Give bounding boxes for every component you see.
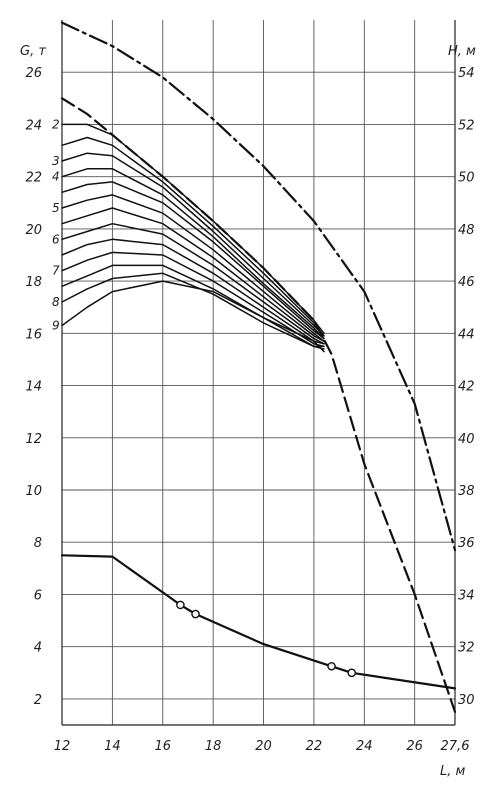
curve-label: 3 bbox=[52, 154, 60, 168]
y-tick-label-right: 36 bbox=[458, 536, 475, 551]
series-line bbox=[61, 264, 325, 348]
y-tick-label-right: 40 bbox=[458, 432, 475, 447]
y-tick-label-right: 52 bbox=[458, 118, 475, 133]
curve-label: 2 bbox=[52, 117, 60, 131]
series-line bbox=[61, 136, 325, 337]
y-tick-label-left: 18 bbox=[25, 275, 42, 290]
series-line bbox=[60, 97, 457, 714]
x-tick-label: 20 bbox=[255, 739, 272, 754]
y-tick-label-right: 34 bbox=[458, 588, 475, 603]
data-point-marker bbox=[347, 668, 357, 678]
y-tick-label-right: 44 bbox=[458, 327, 475, 342]
y-axis-label-left: G, т bbox=[20, 44, 46, 59]
y-tick-label-right: 38 bbox=[458, 484, 475, 499]
curve-label: 7 bbox=[52, 264, 60, 278]
data-point-marker bbox=[327, 661, 336, 671]
y-tick-label-left: 26 bbox=[25, 66, 42, 81]
y-tick-label-left: 20 bbox=[25, 223, 42, 238]
x-axis-label: L, м bbox=[440, 764, 466, 779]
y-tick-label-right: 48 bbox=[458, 223, 475, 238]
data-point-marker bbox=[176, 600, 185, 610]
series-line bbox=[61, 168, 325, 340]
curve-label: 8 bbox=[52, 295, 60, 309]
series-line bbox=[60, 21, 457, 552]
y-tick-label-right: 30 bbox=[458, 693, 475, 708]
y-tick-label-right: 42 bbox=[458, 380, 475, 395]
series-line bbox=[60, 554, 457, 690]
series-line bbox=[61, 194, 325, 342]
curve-label: 6 bbox=[52, 232, 60, 246]
series-line bbox=[61, 280, 325, 353]
series-line bbox=[61, 123, 325, 335]
series-line bbox=[61, 222, 325, 345]
y-axis-label-right: H, м bbox=[448, 44, 476, 59]
y-tick-label-left: 14 bbox=[25, 380, 42, 395]
series-line bbox=[61, 272, 325, 350]
y-tick-label-left: 16 bbox=[25, 327, 42, 342]
x-tick-label: 26 bbox=[406, 739, 423, 754]
x-tick-label: 16 bbox=[154, 739, 171, 754]
curve-labels: 2 3 4 5 6 7 8 9 bbox=[52, 117, 60, 332]
x-tick-label: 27,6 bbox=[441, 739, 470, 754]
x-tick-label: 24 bbox=[356, 739, 373, 754]
y-tick-label-left: 4 bbox=[34, 641, 42, 656]
curve-label: 9 bbox=[52, 319, 60, 333]
x-tick-label: 12 bbox=[54, 739, 71, 754]
y-tick-label-left: 8 bbox=[34, 536, 42, 551]
grid bbox=[61, 20, 456, 726]
x-tick-label: 22 bbox=[306, 739, 323, 754]
tick-labels: 12 14 16 18 20 22 24 26 27,624681012141618202224… bbox=[25, 66, 474, 754]
y-tick-label-right: 54 bbox=[458, 66, 475, 81]
data-point-marker bbox=[191, 609, 200, 619]
series-line bbox=[61, 207, 325, 342]
curve-label: 4 bbox=[52, 170, 60, 184]
curve-label: 5 bbox=[52, 201, 60, 215]
series-line bbox=[61, 181, 325, 340]
x-tick-label: 18 bbox=[205, 739, 222, 754]
curves bbox=[60, 21, 457, 714]
series-line bbox=[61, 152, 325, 337]
y-tick-label-right: 50 bbox=[458, 171, 475, 186]
x-tick-label: 14 bbox=[104, 739, 121, 754]
y-tick-label-right: 46 bbox=[458, 275, 475, 290]
y-tick-label-left: 24 bbox=[25, 118, 42, 133]
y-tick-label-right: 32 bbox=[458, 641, 475, 656]
markers bbox=[176, 600, 357, 678]
y-tick-label-left: 10 bbox=[25, 484, 42, 499]
y-tick-label-left: 12 bbox=[25, 432, 42, 447]
y-tick-label-left: 2 bbox=[34, 693, 42, 708]
y-tick-label-left: 6 bbox=[34, 588, 42, 603]
series-line bbox=[61, 251, 325, 348]
y-tick-label-left: 22 bbox=[25, 171, 42, 186]
series-line bbox=[61, 238, 325, 345]
